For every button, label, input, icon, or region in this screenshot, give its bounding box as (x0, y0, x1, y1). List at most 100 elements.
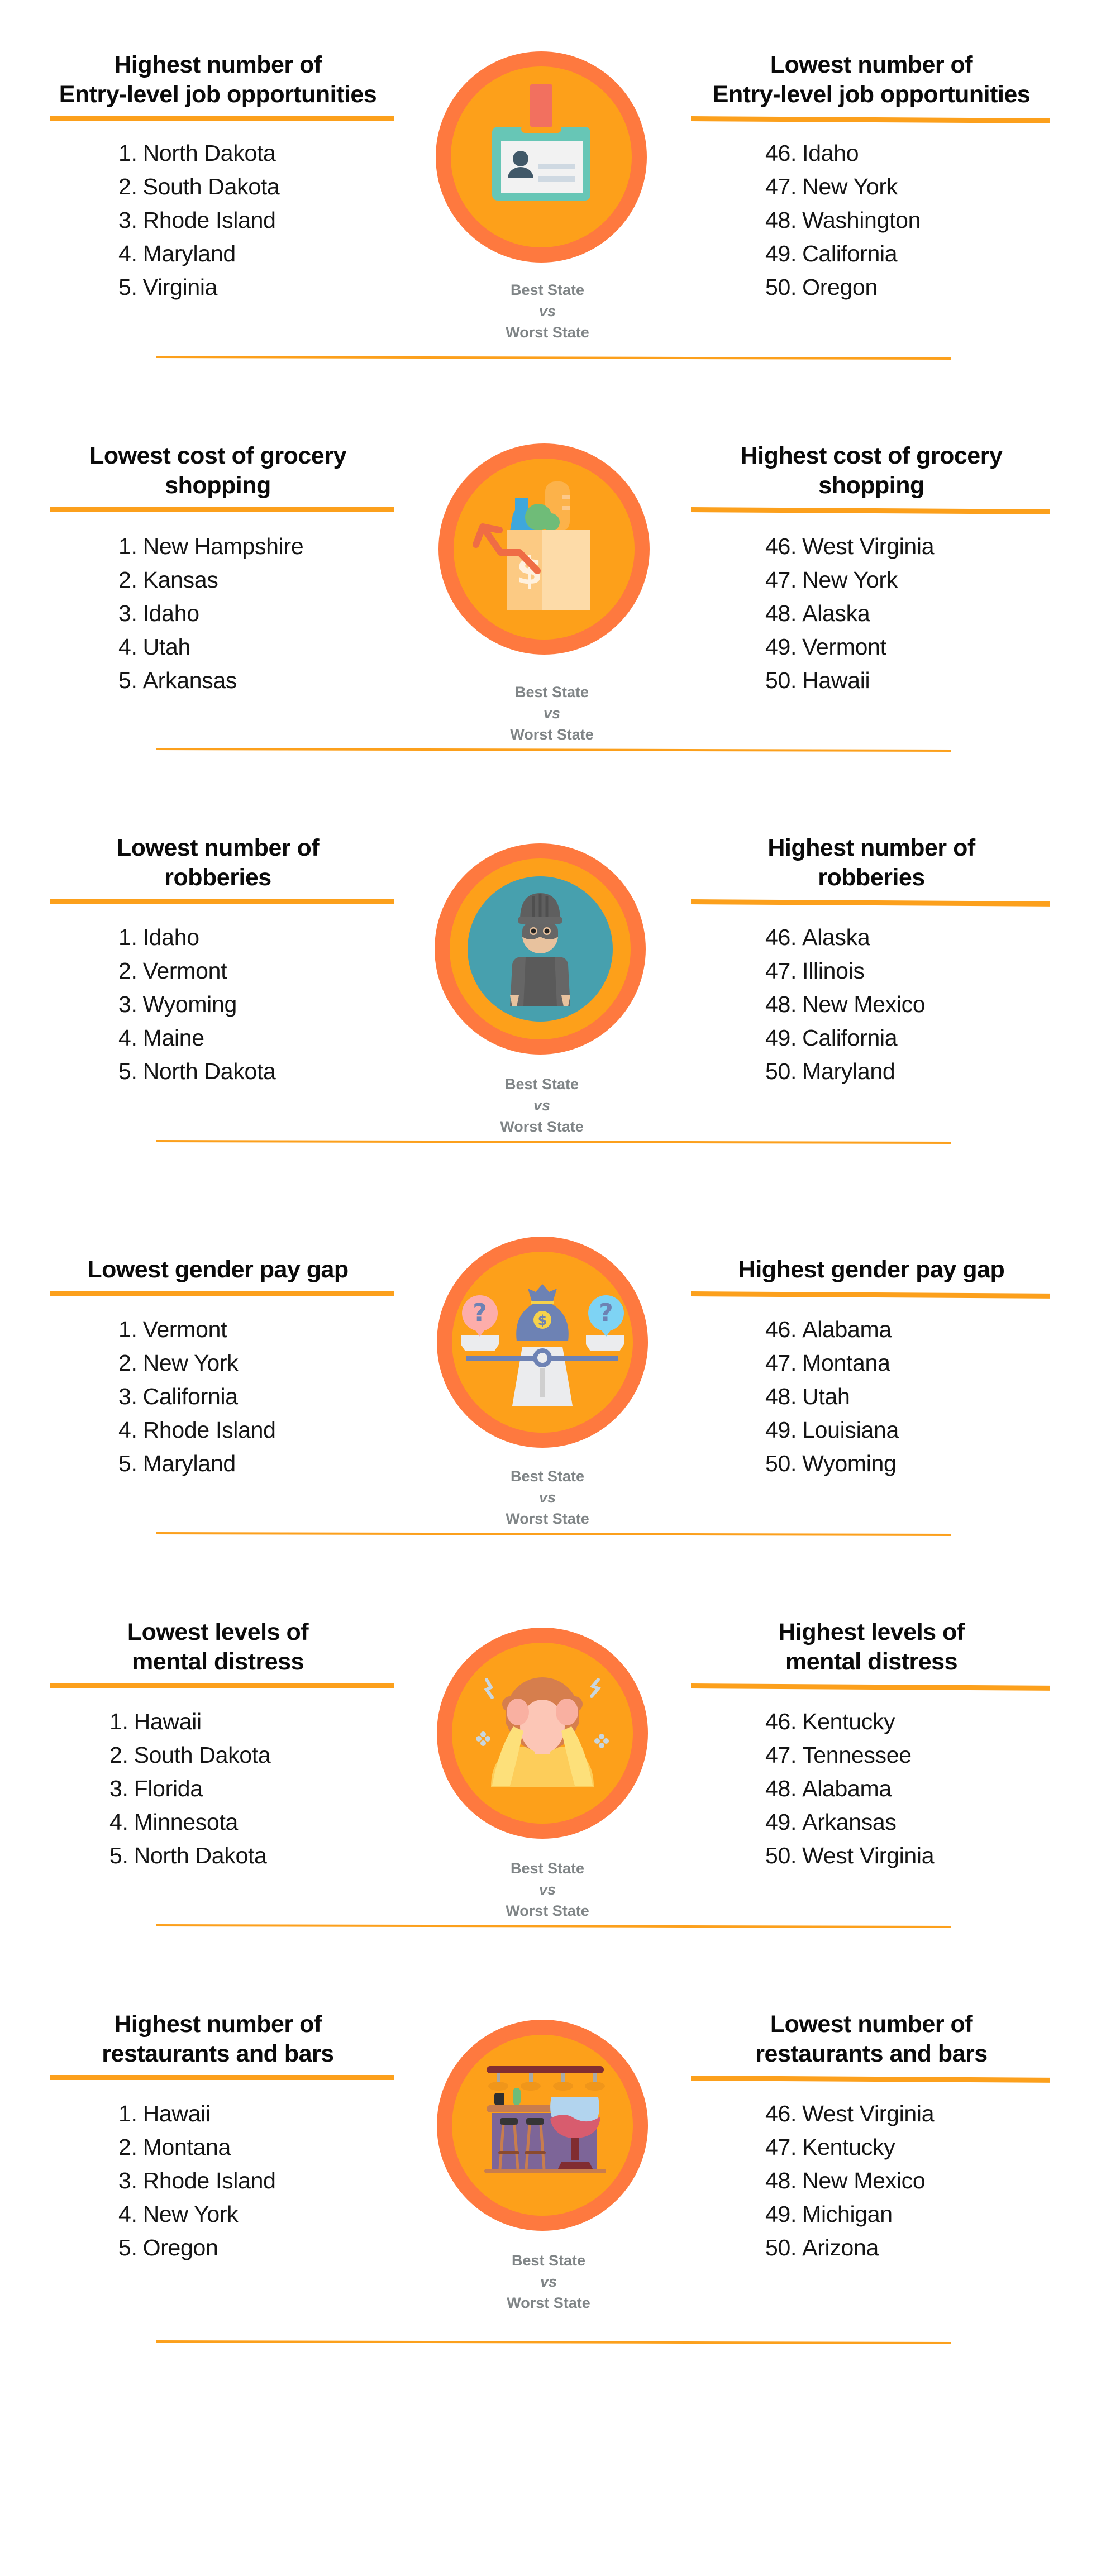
title-line: mental distress (785, 1648, 957, 1675)
worst-states-list: 46. West Virginia 47. New York 48. Alaska 4… (765, 529, 935, 697)
list-item: 4. Minnesota (109, 1809, 239, 1835)
svg-text:?: ? (599, 1299, 613, 1327)
worst-states-list: 46. Idaho 47. New York 48. Washington 49. Ca… (765, 136, 921, 304)
bar-restaurant-icon (437, 2020, 648, 2231)
best-title: Lowest gender pay gap (34, 1225, 402, 1285)
list-item: 1. Idaho (118, 924, 199, 950)
section-entry-level-jobs: Highest number of Entry-level job opport… (0, 0, 1106, 392)
title-line: Lowest number of (770, 51, 973, 78)
list-item: 5. North Dakota (118, 1058, 276, 1084)
list-item: 1. North Dakota (118, 140, 276, 166)
list-item: 48. New Mexico (765, 2168, 926, 2193)
list-item: 50. Arizona (765, 2235, 879, 2260)
worst-title: Lowest number of Entry-level job opportu… (687, 50, 1056, 109)
list-item: 48. Utah (765, 1384, 850, 1409)
list-item: 50. Wyoming (765, 1451, 897, 1476)
list-item: 49. Michigan (765, 2201, 893, 2227)
title-line: Highest number of (114, 51, 322, 78)
list-item: 46. West Virginia (765, 2101, 935, 2126)
best-vs-worst-caption: Best State vs Worst State (506, 282, 589, 341)
title-underline (691, 116, 1050, 123)
list-item: 46. Alabama (765, 1316, 892, 1342)
svg-text:$: $ (538, 1313, 547, 1328)
title-line: Lowest gender pay gap (87, 1256, 349, 1283)
section-divider (156, 748, 951, 752)
worst-title: Highest levels of mental distress (687, 1618, 1056, 1677)
list-item: 49. Arkansas (765, 1809, 897, 1835)
list-item: 5. Maryland (118, 1451, 236, 1476)
list-item: 50. Maryland (765, 1058, 895, 1084)
best-states-list: 1. New Hampshire 2. Kansas 3. Idaho 4. Utah … (118, 529, 304, 697)
title-line: mental distress (132, 1648, 304, 1675)
title-underline (691, 2076, 1050, 2083)
worst-title: Lowest number of restaurants and bars (687, 2010, 1056, 2069)
best-states-list: 1. Vermont 2. New York 3. California 4. Rhod… (118, 1313, 276, 1480)
list-item: 46. Kentucky (765, 1709, 895, 1734)
list-item: 5. Virginia (118, 274, 218, 300)
grocery-bag-icon: $ (438, 443, 650, 655)
robber-icon (435, 843, 646, 1055)
title-line: shopping (818, 472, 924, 499)
worst-title: Highest gender pay gap (687, 1225, 1056, 1285)
list-item: 47. New York (765, 174, 898, 199)
list-item: 47. Kentucky (765, 2134, 895, 2160)
title-underline (50, 1291, 394, 1296)
title-line: robberies (818, 864, 925, 891)
best-title: Lowest cost of grocery shopping (34, 441, 402, 500)
best-vs-worst-caption: Best State vs Worst State (507, 2252, 590, 2311)
best-vs-worst-caption: Best State vs Worst State (506, 1860, 589, 1919)
worst-title: Highest number of robberies (687, 833, 1056, 893)
list-item: 1. Hawaii (109, 1709, 202, 1734)
list-item: 3. Rhode Island (118, 2168, 276, 2193)
title-underline (50, 899, 394, 904)
list-item: 4. Rhode Island (118, 1417, 276, 1443)
list-item: 49. Vermont (765, 634, 886, 660)
worst-states-list: 46. Alaska 47. Illinois 48. New Mexico 49. C… (765, 920, 926, 1088)
title-line: Highest gender pay gap (738, 1256, 1005, 1283)
list-item: 3. Florida (109, 1776, 203, 1801)
list-item: 46. West Virginia (765, 533, 935, 559)
section-mental-distress: Lowest levels of mental distress 1. Hawai… (0, 1568, 1106, 1960)
title-underline (691, 507, 1050, 514)
svg-text:?: ? (473, 1299, 487, 1327)
title-line: Highest levels of (778, 1619, 965, 1645)
list-item: 1. Vermont (118, 1316, 227, 1342)
title-underline (691, 1291, 1050, 1299)
section-gender-pay-gap: Lowest gender pay gap 1. Vermont 2. New Yo… (0, 1176, 1106, 1568)
section-divider (156, 2340, 951, 2344)
worst-title: Highest cost of grocery shopping (687, 441, 1056, 500)
list-item: 47. Montana (765, 1350, 890, 1376)
title-underline (50, 2075, 394, 2080)
title-underline (50, 1683, 394, 1688)
title-line: Highest number of (767, 834, 975, 861)
title-underline (691, 1683, 1050, 1691)
list-item: 48. Alaska (765, 600, 870, 626)
title-line: Highest cost of grocery (740, 442, 1003, 469)
title-line: Lowest cost of grocery (89, 442, 346, 469)
list-item: 5. North Dakota (109, 1843, 267, 1868)
list-item: 2. South Dakota (118, 174, 280, 199)
list-item: 47. Illinois (765, 958, 865, 984)
title-line: restaurants and bars (755, 2040, 988, 2067)
best-vs-worst-caption: Best State vs Worst State (500, 1076, 584, 1135)
title-line: Entry-level job opportunities (59, 81, 377, 108)
best-title: Lowest number of robberies (34, 833, 402, 893)
list-item: 5. Arkansas (118, 667, 237, 693)
title-underline (50, 116, 394, 121)
list-item: 4. Utah (118, 634, 190, 660)
title-line (687, 1225, 1056, 1255)
title-line: robberies (164, 864, 271, 891)
title-underline (691, 899, 1050, 907)
list-item: 5. Oregon (118, 2235, 218, 2260)
list-item: 1. Hawaii (118, 2101, 211, 2126)
mental-distress-icon (437, 1628, 648, 1839)
list-item: 47. Tennessee (765, 1742, 912, 1768)
best-vs-worst-caption: Best State vs Worst State (510, 684, 594, 743)
section-restaurants-bars: Highest number of restaurants and bars 1… (0, 1960, 1106, 2353)
title-line: restaurants and bars (102, 2040, 334, 2067)
list-item: 50. West Virginia (765, 1843, 935, 1868)
best-title: Highest number of restaurants and bars (34, 2010, 402, 2069)
worst-states-list: 46. West Virginia 47. Kentucky 48. New Mexi… (765, 2097, 935, 2264)
title-line: Entry-level job opportunities (712, 81, 1031, 108)
list-item: 3. California (118, 1384, 238, 1409)
